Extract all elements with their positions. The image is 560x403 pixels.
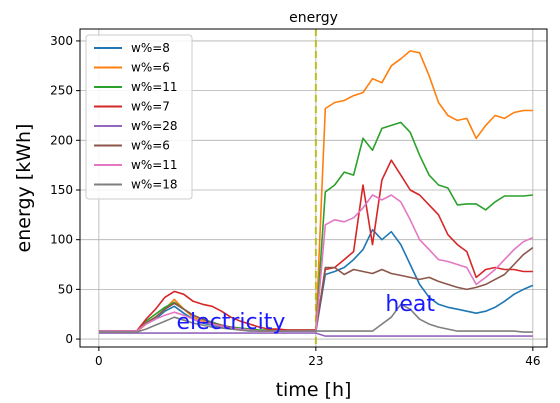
legend-label: w%=11 bbox=[131, 80, 178, 94]
x-axis-ticks: 0 23 46 bbox=[95, 347, 540, 368]
x-tick-label: 23 bbox=[308, 354, 323, 368]
legend-label: w%=11 bbox=[131, 158, 178, 172]
y-tick-label: 100 bbox=[50, 233, 73, 247]
x-tick-label: 0 bbox=[95, 354, 103, 368]
series-line bbox=[98, 303, 533, 333]
y-tick-label: 0 bbox=[65, 332, 73, 346]
plot-frame bbox=[79, 28, 548, 348]
y-axis-ticks: 0 50 100 150 200 250 300 bbox=[50, 34, 80, 346]
series-line bbox=[98, 332, 533, 337]
y-tick-label: 250 bbox=[50, 84, 73, 98]
y-tick-label: 300 bbox=[50, 34, 73, 48]
x-tick-label: 46 bbox=[525, 354, 540, 368]
legend-label: w%=6 bbox=[131, 139, 170, 153]
series-lines bbox=[98, 50, 534, 337]
legend-label: w%=18 bbox=[131, 178, 178, 192]
legend-label: w%=7 bbox=[131, 100, 170, 114]
annotations: electricity heat bbox=[176, 292, 435, 335]
y-tick-label: 200 bbox=[50, 133, 73, 147]
legend: w%=8 w%=6 w%=11 w%=7 w%=28 w%=6 w%=11 w%=18 bbox=[85, 34, 193, 200]
legend-box bbox=[85, 34, 193, 200]
legend-label: w%=28 bbox=[131, 119, 178, 133]
legend-label: w%=8 bbox=[131, 41, 170, 55]
x-axis-title: time [h] bbox=[276, 379, 352, 401]
y-axis-title: energy [kWh] bbox=[13, 124, 35, 253]
chart-title: energy bbox=[289, 10, 338, 26]
y-tick-label: 150 bbox=[50, 183, 73, 197]
annotation-label: heat bbox=[385, 292, 435, 317]
legend-label: w%=6 bbox=[131, 61, 170, 75]
annotation-label: electricity bbox=[176, 310, 285, 335]
y-tick-label: 50 bbox=[58, 282, 73, 296]
